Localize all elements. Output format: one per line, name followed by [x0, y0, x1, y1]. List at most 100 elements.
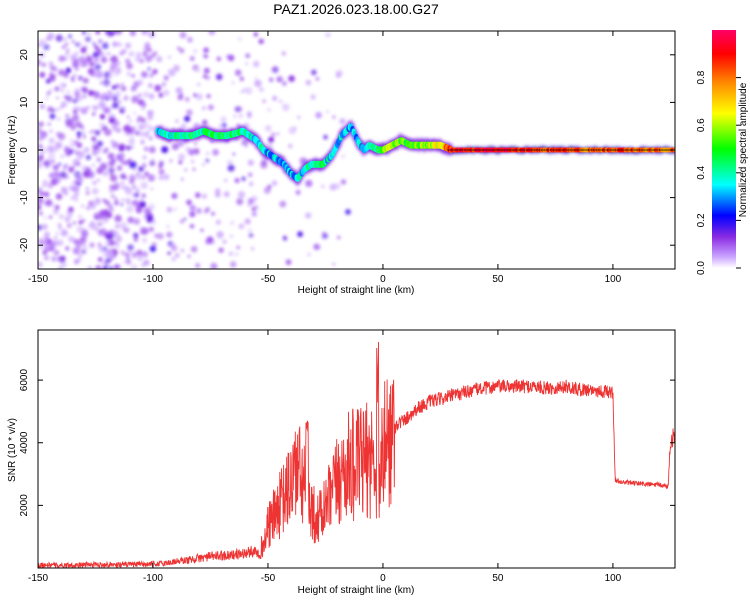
spectrogram-noise-speck — [163, 75, 169, 81]
spectrogram-noise-speck — [120, 250, 125, 255]
spectrogram-noise-speck — [151, 158, 155, 162]
spectrogram-noise-speck — [81, 93, 87, 99]
spectrogram-noise-speck — [131, 84, 137, 90]
spectrogram-noise-speck — [329, 183, 337, 191]
spectrogram-noise-speck — [236, 106, 243, 112]
spectrogram-noise-speck — [128, 118, 133, 123]
spectrogram-noise-speck — [94, 63, 102, 71]
spectrogram-noise-speck — [93, 140, 99, 146]
spectrogram-noise-speck — [114, 197, 118, 201]
spectrogram-noise-speck — [48, 215, 53, 219]
spectrogram-noise-speck — [168, 55, 171, 59]
spectrogram-noise-speck — [189, 204, 196, 212]
spectrogram-noise-speck — [285, 259, 292, 266]
spectrogram-noise-speck — [95, 265, 102, 269]
spectrogram-noise-speck — [94, 92, 101, 100]
spectrogram-noise-speck — [230, 221, 235, 225]
spectrogram-noise-speck — [189, 211, 196, 218]
spectrogram-noise-speck — [142, 176, 146, 180]
spectrogram-noise-speck — [315, 77, 320, 81]
spectrogram-noise-speck — [89, 61, 95, 67]
spectrogram-noise-speck — [147, 47, 153, 53]
spectrogram-noise-speck — [73, 164, 76, 168]
spectrogram-noise-speck — [81, 218, 86, 223]
spectrogram-noise-speck — [248, 181, 254, 187]
spectrogram-noise-speck — [210, 262, 218, 269]
spectrogram-noise-speck — [267, 142, 273, 148]
spectrogram-noise-speck — [74, 91, 80, 97]
spectrogram-noise-speck — [204, 54, 208, 59]
spectrogram-noise-speck — [228, 251, 234, 257]
colorbar-ticks: 0.0 0.2 0.4 0.6 0.8 — [696, 70, 741, 275]
spectrogram-noise-speck — [120, 83, 124, 87]
spectrogram-noise-speck — [76, 142, 83, 149]
spectrogram-noise-speck — [154, 84, 162, 92]
spectrogram-noise-speck — [147, 67, 151, 71]
spectrogram-noise-speck — [49, 129, 53, 134]
spectrogram-noise-speck — [222, 239, 227, 244]
spectrogram-noise-speck — [167, 251, 171, 255]
spectrogram-noise-speck — [187, 254, 191, 258]
spectrogram-noise — [38, 31, 351, 269]
spectrogram-noise-speck — [111, 141, 119, 149]
spectrogram-noise-speck — [81, 31, 87, 35]
spectrogram-noise-speck — [43, 216, 47, 220]
spectrogram-noise-speck — [168, 69, 176, 77]
spectrogram-noise-speck — [86, 105, 90, 110]
spectrogram-noise-speck — [91, 187, 99, 195]
spectrogram-noise-speck — [71, 181, 75, 185]
spectrogram-noise-speck — [201, 106, 206, 111]
spectrogram-noise-speck — [237, 37, 242, 41]
spectrogram-noise-speck — [148, 93, 155, 100]
spectrogram-noise-speck — [206, 236, 214, 244]
spectrogram-noise-speck — [166, 231, 173, 238]
spectrogram-noise-speck — [140, 226, 144, 230]
spectrogram-noise-speck — [125, 58, 131, 64]
spectrogram-noise-speck — [271, 180, 278, 186]
spectrogram-noise-speck — [115, 127, 122, 133]
spectrogram-noise-speck — [54, 205, 60, 210]
spectrogram-noise-speck — [70, 142, 75, 147]
spectrogram-noise-speck — [297, 115, 301, 119]
spectrogram-noise-speck — [38, 187, 43, 194]
spectrogram-noise-speck — [163, 174, 170, 181]
spectrogram-noise-speck — [64, 216, 71, 223]
spectrogram-noise-speck — [183, 217, 187, 221]
spectrogram-noise-speck — [206, 94, 211, 99]
spectrogram-noise-speck — [46, 238, 53, 245]
spectrogram-noise-speck — [244, 218, 251, 225]
spectrogram-noise-speck — [53, 249, 60, 256]
spectrogram-noise-speck — [40, 240, 44, 245]
spectrogram-noise-speck — [238, 223, 245, 230]
spectrogram-noise-speck — [89, 130, 93, 134]
spectrogram-noise-speck — [68, 235, 75, 243]
spectrogram-noise-speck — [94, 129, 101, 136]
spectrogram-noise-speck — [86, 53, 89, 57]
spectrogram-noise-speck — [108, 67, 115, 74]
spectrogram-noise-speck — [43, 160, 49, 167]
spectrogram-noise-speck — [259, 87, 264, 92]
spectrogram-noise-speck — [85, 36, 91, 43]
spectrogram-noise-speck — [234, 69, 242, 76]
spectrogram-noise-speck — [82, 170, 91, 178]
spectrogram-noise-speck — [48, 75, 56, 82]
colorbar-tick-label: 0.4 — [696, 165, 707, 179]
spectrogram-noise-speck — [133, 111, 137, 115]
spectrogram-noise-speck — [110, 106, 114, 109]
spectrogram-noise-speck — [214, 191, 221, 198]
spectrogram-noise-speck — [283, 235, 287, 240]
spectrogram-noise-speck — [247, 172, 253, 178]
spectrogram-noise-speck — [71, 78, 75, 82]
spectrogram-noise-speck — [77, 75, 83, 81]
spectrogram-noise-speck — [89, 242, 95, 248]
spectrogram-noise-speck — [325, 32, 331, 38]
snr-x-tick-label: 0 — [380, 573, 386, 584]
spectrogram-noise-speck — [233, 114, 237, 118]
spectrogram-noise-speck — [108, 167, 115, 174]
colorbar: 0.0 0.2 0.4 0.6 0.8 Normalized spectral ampl… — [696, 30, 749, 275]
spectrogram-noise-speck — [87, 265, 93, 269]
spectrogram-noise-speck — [56, 96, 59, 100]
spectrogram-noise-speck — [94, 197, 102, 205]
spectrogram-noise-speck — [38, 161, 43, 169]
